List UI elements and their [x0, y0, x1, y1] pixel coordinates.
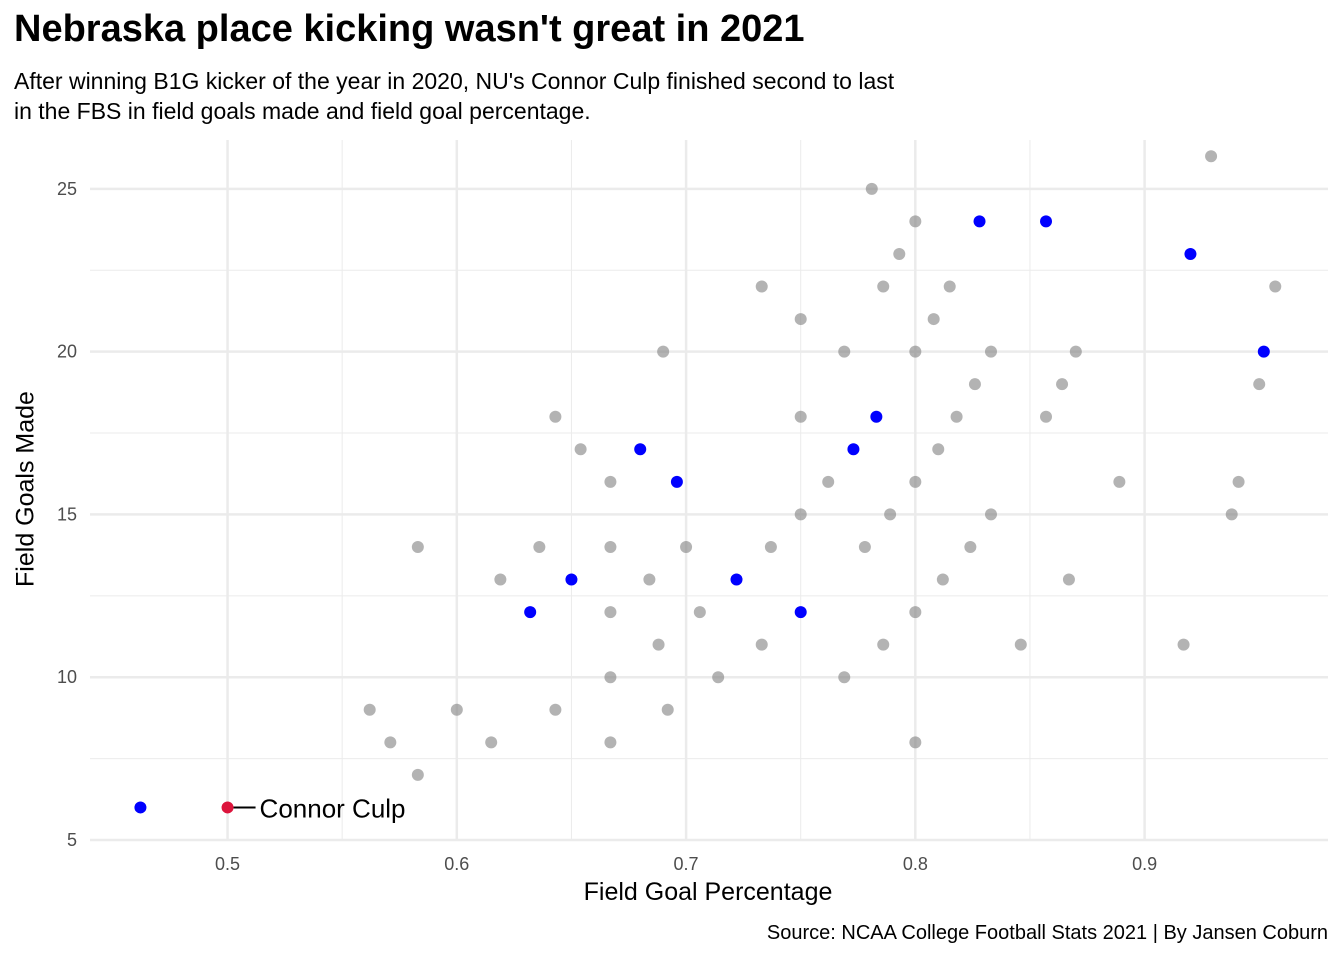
kicker-point — [604, 606, 617, 619]
kicker-point — [909, 345, 922, 358]
b1g-kicker-point — [565, 573, 578, 586]
kicker-point — [680, 540, 693, 553]
kicker-point — [909, 475, 922, 488]
x-tick-label: 0.8 — [903, 854, 928, 874]
b1g-kicker-point — [870, 410, 883, 423]
kicker-point — [909, 606, 922, 619]
kicker-point — [661, 703, 674, 716]
kicker-point — [838, 345, 851, 358]
kicker-point — [411, 540, 424, 553]
b1g-kicker-point — [1257, 345, 1270, 358]
kicker-point — [936, 573, 949, 586]
kicker-point — [794, 508, 807, 521]
kicker-point — [943, 280, 956, 293]
kicker-point — [604, 540, 617, 553]
chart-caption: Source: NCAA College Football Stats 2021… — [766, 922, 1328, 944]
kicker-point — [1113, 475, 1126, 488]
kicker-point — [494, 573, 507, 586]
x-tick-label: 0.6 — [444, 854, 469, 874]
kicker-point — [450, 703, 463, 716]
chart-title: Nebraska place kicking wasn't great in 2… — [14, 8, 805, 50]
kicker-point — [1253, 378, 1266, 391]
kicker-point — [927, 313, 940, 326]
kicker-point — [838, 671, 851, 684]
kicker-point — [384, 736, 397, 749]
kicker-point — [764, 540, 777, 553]
b1g-kicker-point — [847, 443, 860, 456]
kicker-point — [1225, 508, 1238, 521]
kicker-point — [794, 313, 807, 326]
kicker-point — [1069, 345, 1082, 358]
kicker-point — [877, 280, 890, 293]
kicker-point — [604, 671, 617, 684]
kicker-point — [884, 508, 897, 521]
highlight-point — [221, 801, 234, 814]
x-tick-label: 0.7 — [674, 854, 699, 874]
kicker-point — [712, 671, 725, 684]
kicker-point — [1062, 573, 1075, 586]
kicker-point — [1205, 150, 1218, 163]
kicker-point — [533, 540, 546, 553]
kicker-point — [1014, 638, 1027, 651]
axis-ticks: 0.5 0.6 0.7 0.8 0.9 5 10 15 20 25 — [57, 179, 1157, 874]
kicker-point — [858, 540, 871, 553]
b1g-kicker-point — [1040, 215, 1053, 228]
kicker-point — [363, 703, 376, 716]
data-points — [134, 150, 1282, 814]
kicker-point — [657, 345, 670, 358]
b1g-kicker-point — [973, 215, 986, 228]
y-tick-label: 10 — [57, 667, 77, 687]
y-axis-label: Field Goals Made — [11, 391, 40, 587]
chart-subtitle: After winning B1G kicker of the year in … — [14, 68, 895, 124]
kicker-point — [909, 736, 922, 749]
kicker-point — [893, 247, 906, 260]
annotation-group: Connor Culp — [233, 793, 406, 823]
kicker-point — [755, 638, 768, 651]
kicker-point — [1232, 475, 1245, 488]
kicker-point — [1040, 410, 1053, 423]
kicker-point — [604, 736, 617, 749]
kicker-point — [1177, 638, 1190, 651]
x-axis-label: Field Goal Percentage — [583, 878, 833, 906]
kicker-point — [574, 443, 587, 456]
kicker-point — [604, 475, 617, 488]
y-tick-label: 25 — [57, 179, 77, 199]
b1g-kicker-point — [634, 443, 647, 456]
kicker-point — [693, 606, 706, 619]
kicker-point — [1056, 378, 1069, 391]
b1g-kicker-point — [794, 606, 807, 619]
kicker-point — [1269, 280, 1282, 293]
kicker-point — [909, 215, 922, 228]
kicker-point — [549, 410, 562, 423]
kicker-point — [755, 280, 768, 293]
kicker-point — [485, 736, 498, 749]
kicker-point — [643, 573, 656, 586]
y-tick-label: 15 — [57, 504, 77, 524]
kicker-point — [794, 410, 807, 423]
y-tick-label: 20 — [57, 342, 77, 362]
b1g-kicker-point — [1184, 247, 1197, 260]
kicker-point — [968, 378, 981, 391]
kicker-point — [411, 768, 424, 781]
kicker-point — [865, 182, 878, 195]
b1g-kicker-point — [134, 801, 147, 814]
annotation-label: Connor Culp — [260, 793, 406, 823]
kicker-point — [652, 638, 665, 651]
x-tick-label: 0.9 — [1132, 854, 1157, 874]
b1g-kicker-point — [670, 475, 683, 488]
kicker-point — [822, 475, 835, 488]
kicker-point — [932, 443, 945, 456]
kicker-point — [877, 638, 890, 651]
b1g-kicker-point — [730, 573, 743, 586]
kicker-point — [984, 345, 997, 358]
grid-lines — [90, 140, 1328, 842]
kicker-point — [984, 508, 997, 521]
kicker-point — [549, 703, 562, 716]
kicker-point — [964, 540, 977, 553]
y-tick-label: 5 — [67, 830, 77, 850]
kicker-point — [950, 410, 963, 423]
b1g-kicker-point — [524, 606, 537, 619]
x-tick-label: 0.5 — [215, 854, 240, 874]
